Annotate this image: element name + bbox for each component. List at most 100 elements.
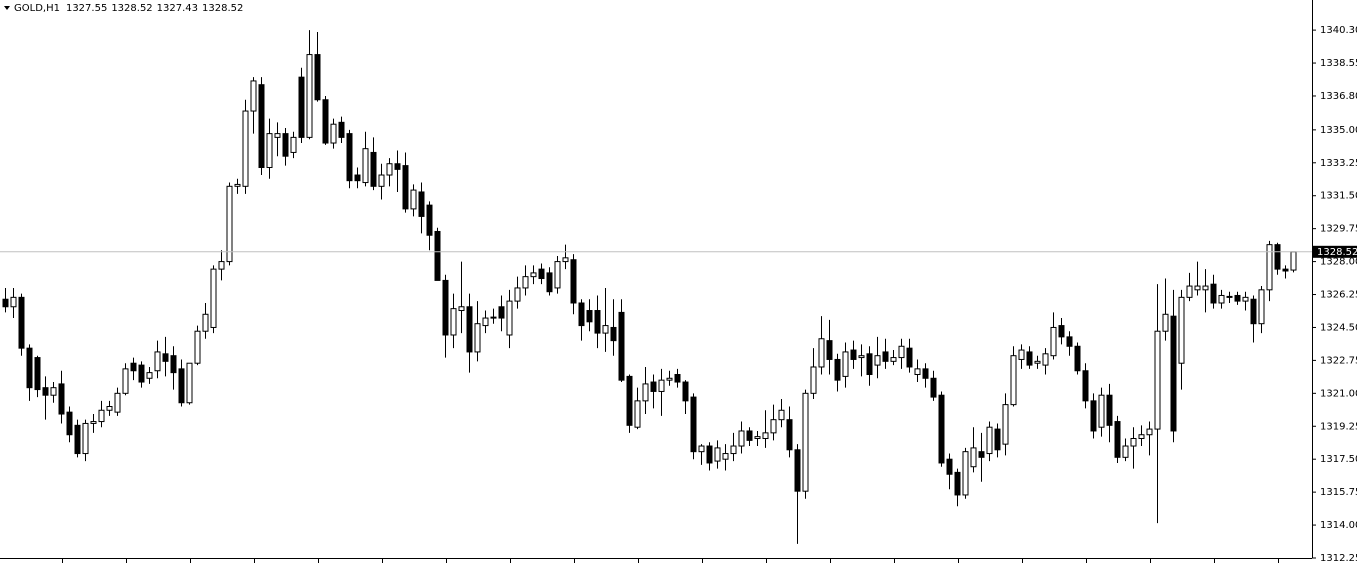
candle-body <box>354 174 361 182</box>
candle-body <box>834 358 841 381</box>
candle-body <box>58 383 65 415</box>
candle-body <box>930 377 937 398</box>
candle-body <box>626 375 633 426</box>
candle-body <box>1042 353 1049 366</box>
candle-body <box>1170 315 1177 432</box>
y-tick-label: 1336.80 <box>1320 91 1357 102</box>
candle-body <box>362 148 369 184</box>
candle-body <box>762 432 769 439</box>
candle-body <box>874 355 881 366</box>
candle-body <box>818 338 825 368</box>
candle-body <box>1218 294 1225 304</box>
y-tick-label: 1338.55 <box>1320 58 1357 69</box>
candle-body <box>338 121 345 138</box>
y-tick-label: 1333.25 <box>1320 158 1357 169</box>
candle-body <box>682 381 689 402</box>
candle-body <box>866 353 873 376</box>
candle-body <box>938 394 945 464</box>
y-tick-label: 1340.30 <box>1320 25 1357 36</box>
candle-body <box>986 426 993 455</box>
candle-body <box>1234 294 1241 302</box>
candle-body <box>954 471 961 496</box>
y-tick-label: 1314.00 <box>1320 520 1357 531</box>
candle-body <box>138 364 145 383</box>
candle-body <box>962 451 969 496</box>
current-price-box <box>1313 245 1357 258</box>
y-tick-label: 1321.00 <box>1320 388 1357 399</box>
candle-body <box>330 123 337 144</box>
candle-body <box>810 366 817 394</box>
y-tick-label: 1317.50 <box>1320 454 1357 465</box>
candle-body <box>42 387 49 396</box>
candle-body <box>1122 445 1129 458</box>
header-close: 1328.52 <box>202 3 243 14</box>
candle-body <box>410 189 417 210</box>
y-tick-label: 1312.25 <box>1320 553 1357 564</box>
candle-body <box>114 392 121 413</box>
candle-body <box>522 276 529 289</box>
candle-body <box>922 368 929 379</box>
candle-body <box>186 362 193 404</box>
candle-body <box>10 296 17 308</box>
candle-body <box>1178 296 1185 364</box>
candle-body <box>1274 244 1281 270</box>
candle-body <box>770 419 777 434</box>
candle-body <box>418 191 425 217</box>
candle-body <box>514 287 521 302</box>
candle-body <box>754 436 761 439</box>
candle-body <box>554 261 561 289</box>
candle-body <box>242 110 249 187</box>
y-tick-label: 1319.25 <box>1320 421 1357 432</box>
candle-body <box>506 300 513 336</box>
candle-body <box>450 308 457 336</box>
header-low: 1327.43 <box>157 3 198 14</box>
candle-body <box>1026 351 1033 366</box>
candle-body <box>1258 289 1265 325</box>
candle-body <box>50 387 57 396</box>
candle-body <box>1130 437 1137 447</box>
candle-body <box>194 330 201 364</box>
candle-body <box>370 151 377 187</box>
candle-body <box>530 272 537 278</box>
candle-body <box>218 261 225 270</box>
symbol-title: GOLD,H1 <box>14 3 60 14</box>
candle-body <box>1074 345 1081 372</box>
candle-body <box>386 163 393 176</box>
candle-body <box>378 174 385 187</box>
candle-body <box>1138 434 1145 439</box>
candle-body <box>618 311 625 381</box>
candle-body <box>586 310 593 323</box>
candle-body <box>594 310 601 334</box>
candle-body <box>98 409 105 423</box>
candle-body <box>650 381 657 392</box>
candle-body <box>1186 285 1193 298</box>
candle-body <box>1018 349 1025 360</box>
candle-body <box>434 230 441 281</box>
candle-body <box>90 421 97 424</box>
y-tick-label: 1322.75 <box>1320 355 1357 366</box>
candle-body <box>466 306 473 353</box>
collapse-arrow[interactable] <box>4 6 10 10</box>
candle-body <box>178 368 185 404</box>
candle-body <box>562 257 569 263</box>
candle-body <box>1034 360 1041 364</box>
candle-body <box>1114 421 1121 458</box>
candle-body <box>1154 330 1161 430</box>
candle-body <box>674 374 681 383</box>
candle-body <box>634 400 641 428</box>
candle-body <box>26 347 33 389</box>
candle-body <box>738 430 745 447</box>
candle-body <box>314 54 321 101</box>
candle-body <box>642 383 649 402</box>
candle-body <box>538 268 545 280</box>
candle-body <box>546 272 553 293</box>
candle-body <box>210 268 217 328</box>
candle-body <box>130 362 137 372</box>
candle-body <box>1010 355 1017 406</box>
candle-body <box>1226 295 1233 298</box>
candle-body <box>234 183 241 187</box>
y-tick-label: 1326.25 <box>1320 290 1357 301</box>
candle-body <box>1146 428 1153 436</box>
candle-body <box>82 422 89 455</box>
